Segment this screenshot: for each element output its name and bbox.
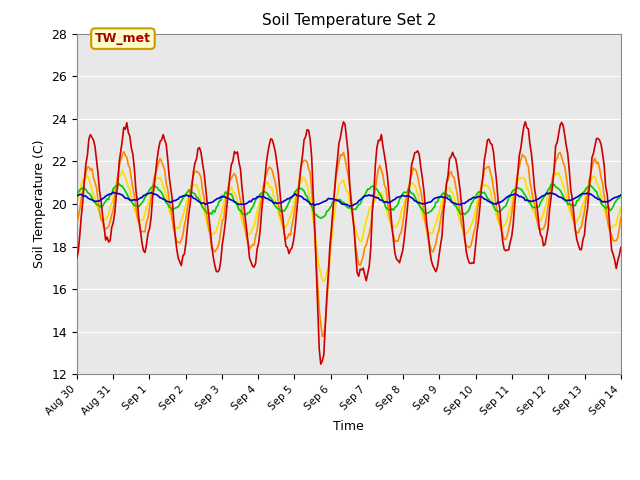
SoilT2_04 (120, 149, 127, 155)
SoilT2_32 (73, 193, 81, 199)
SoilT2_02 (73, 255, 81, 261)
SoilT2_04 (589, 158, 597, 164)
Line: SoilT2_02: SoilT2_02 (77, 122, 621, 364)
SoilT2_02 (140, 248, 147, 253)
SoilT2_02 (317, 361, 324, 367)
SoilT2_04 (255, 215, 262, 220)
SoilT2_04 (237, 197, 244, 203)
SoilT2_32 (141, 192, 149, 198)
SoilT2_08 (589, 173, 597, 179)
SoilT2_02 (522, 119, 529, 125)
Line: SoilT2_16: SoilT2_16 (77, 184, 621, 218)
SoilT2_04 (141, 229, 149, 235)
Title: Soil Temperature Set 2: Soil Temperature Set 2 (262, 13, 436, 28)
SoilT2_04 (319, 334, 326, 339)
SoilT2_16 (312, 212, 320, 217)
SoilT2_02 (617, 245, 625, 251)
SoilT2_16 (264, 191, 271, 197)
SoilT2_08 (237, 211, 244, 217)
SoilT2_04 (73, 223, 81, 229)
SoilT2_02 (235, 159, 243, 165)
SoilT2_16 (589, 186, 597, 192)
SoilT2_08 (312, 241, 320, 247)
SoilT2_08 (73, 201, 81, 207)
SoilT2_16 (141, 194, 149, 200)
SoilT2_16 (237, 207, 244, 213)
SoilT2_32 (617, 192, 625, 198)
SoilT2_16 (115, 181, 123, 187)
SoilT2_08 (255, 204, 262, 209)
SoilT2_16 (317, 215, 324, 221)
SoilT2_02 (262, 161, 270, 167)
SoilT2_32 (264, 196, 271, 202)
X-axis label: Time: Time (333, 420, 364, 433)
SoilT2_32 (346, 204, 353, 209)
SoilT2_04 (617, 215, 625, 220)
SoilT2_02 (589, 150, 597, 156)
SoilT2_32 (255, 194, 262, 200)
Line: SoilT2_04: SoilT2_04 (77, 152, 621, 336)
SoilT2_16 (617, 192, 625, 198)
SoilT2_08 (141, 211, 149, 216)
SoilT2_32 (589, 193, 597, 199)
SoilT2_04 (312, 257, 320, 263)
SoilT2_08 (617, 204, 625, 210)
SoilT2_16 (73, 191, 81, 196)
SoilT2_16 (255, 194, 262, 200)
Y-axis label: Soil Temperature (C): Soil Temperature (C) (33, 140, 45, 268)
SoilT2_32 (237, 202, 244, 207)
Text: TW_met: TW_met (95, 32, 151, 45)
Line: SoilT2_32: SoilT2_32 (77, 192, 621, 206)
SoilT2_08 (320, 278, 328, 284)
SoilT2_08 (118, 168, 126, 173)
SoilT2_02 (253, 246, 261, 252)
SoilT2_08 (264, 179, 271, 184)
SoilT2_32 (109, 189, 117, 195)
SoilT2_32 (312, 202, 320, 207)
SoilT2_02 (311, 223, 319, 229)
Line: SoilT2_08: SoilT2_08 (77, 170, 621, 281)
SoilT2_04 (264, 167, 271, 173)
